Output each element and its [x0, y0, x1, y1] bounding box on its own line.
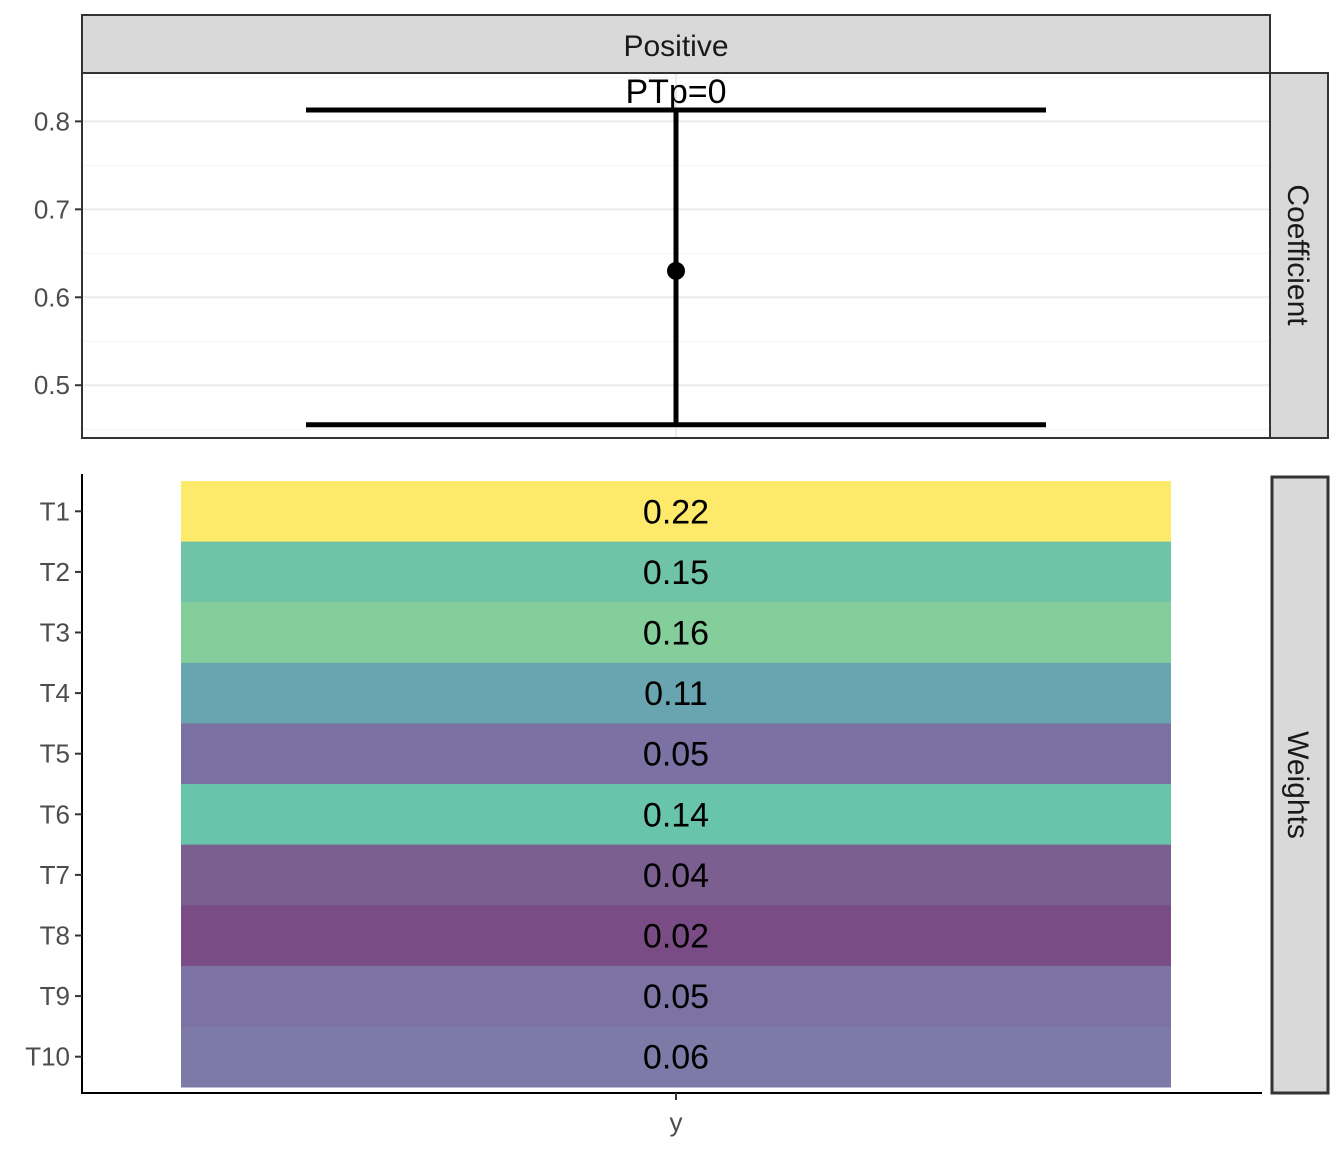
weights-heatmap: 0.22 0.15 0.16 0.11 0.05 0.14 0.04 0.02 0.05 0.06 [181, 481, 1171, 1088]
heatmap-cell-label: 0.05 [643, 736, 709, 774]
y-tick-label-t5: T5 [40, 739, 70, 769]
y-tick-label-t7: T7 [40, 860, 70, 890]
y-tick-label-t4: T4 [40, 678, 70, 708]
heatmap-cell-t2 [181, 541, 1171, 603]
positive-strip-box [81, 14, 1271, 74]
y-tick-label: 0.6 [34, 282, 70, 312]
positive-strip-label: Positive [623, 30, 728, 63]
weights-panel: 0.22 0.15 0.16 0.11 0.05 0.14 0.04 0.02 0.05 0.06… [25, 474, 1262, 1137]
heatmap-cell-t6 [181, 784, 1171, 846]
coefficient-point [667, 261, 685, 280]
heatmap-cell-label: 0.15 [643, 554, 709, 592]
y-tick-label: 0.5 [34, 370, 70, 400]
weights-axes: y [81, 474, 1262, 1137]
y-tick-label-t1: T1 [40, 496, 70, 526]
coefficient-panel: PTp=0 0.5 0.6 0.7 0.8 [34, 72, 1271, 439]
heatmap-cell-t7 [181, 844, 1171, 906]
heatmap-cell-t1 [181, 481, 1171, 543]
heatmap-cell-label: 0.02 [643, 918, 709, 956]
y-tick-label: 0.7 [34, 194, 70, 224]
weights-y-ticks: T1 T2 T3 T4 T5 T6 T7 T8 T9 T10 [25, 496, 82, 1072]
y-tick-label-t3: T3 [40, 618, 70, 648]
y-tick-label: 0.8 [34, 106, 70, 136]
heatmap-cell-t3 [181, 602, 1171, 664]
coefficient-strip: Coefficient [1269, 72, 1329, 439]
coefficient-y-axis: 0.5 0.6 0.7 0.8 [34, 106, 82, 400]
heatmap-cell-label: 0.16 [643, 615, 709, 653]
heatmap-cell-t5 [181, 723, 1171, 785]
pt-annotation: PTp=0 [625, 73, 726, 111]
coefficient-strip-label: Coefficient [1281, 184, 1314, 326]
x-tick-label-y: y [670, 1107, 683, 1137]
heatmap-cell-label: 0.05 [643, 978, 709, 1016]
heatmap-cell-label: 0.22 [643, 493, 709, 531]
weights-strip-box [1270, 475, 1330, 1095]
heatmap-cell-label: 0.04 [643, 857, 709, 895]
heatmap-cell-label: 0.11 [644, 675, 708, 713]
heatmap-cell-label: 0.06 [643, 1039, 709, 1077]
heatmap-cell-t10 [181, 1026, 1171, 1088]
y-tick-label-t9: T9 [40, 981, 70, 1011]
y-tick-label-t2: T2 [40, 557, 70, 587]
heatmap-cell-label: 0.14 [643, 796, 709, 834]
positive-strip: Positive [81, 14, 1271, 74]
heatmap-cell-t9 [181, 965, 1171, 1027]
heatmap-cell-t8 [181, 905, 1171, 967]
y-tick-label-t10: T10 [25, 1042, 70, 1072]
weights-strip-label: Weights [1281, 731, 1314, 839]
heatmap-cell-t4 [181, 662, 1171, 724]
coefficient-strip-box [1269, 72, 1329, 439]
weights-strip: Weights [1270, 475, 1330, 1095]
y-tick-label-t6: T6 [40, 799, 70, 829]
coefficient-marks [306, 107, 1046, 428]
y-tick-label-t8: T8 [40, 921, 70, 951]
